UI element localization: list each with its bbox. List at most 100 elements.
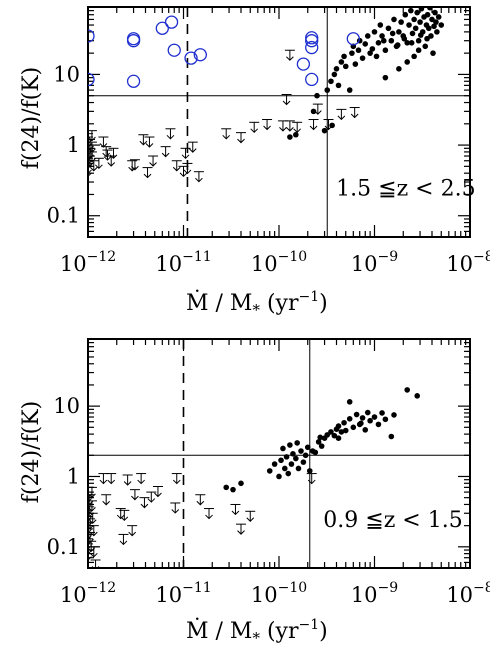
data-point [373,53,380,60]
data-point-open [164,15,179,29]
upper-limit-arrow [180,147,191,160]
data-point [300,459,307,465]
upper-limit-arrow [127,525,138,537]
upper-limit-arrow [88,130,97,142]
x-tick-label: 10−8 [446,580,490,607]
x-title-close: ) [319,619,328,644]
data-point [342,63,349,70]
data-point-open [305,31,319,45]
data-point [364,33,371,39]
y-axis-title-bottom: f(24)/f(K) [19,401,44,503]
upper-limit-arrow [88,522,93,534]
data-point [388,37,395,44]
arrow-head [131,165,139,171]
y-tick-label: 0.1 [47,535,80,559]
data-point [318,443,325,449]
data-point [385,25,392,32]
data-point [312,449,319,456]
data-point [271,461,278,467]
data-point [349,50,355,56]
data-point [281,465,288,472]
arrow-head [88,524,94,530]
data-point [306,468,313,474]
x-title-main: Ṁ / M [186,289,252,316]
upper-limit-arrow [204,508,215,520]
arrow-head [237,530,245,535]
upper-limit-arrow [119,509,130,522]
top-panel: 10−12 10−11 10−10 10−9 10−8 10 1 0.1 1.5 ≦z < 2.… [47,6,490,276]
data-point [346,399,353,405]
upper-limit-arrow [187,141,198,153]
y-tick-label: 10 [53,394,80,418]
data-point [350,424,357,431]
upper-limit-arrow [88,491,93,503]
data-point [391,412,397,418]
arrow-head [88,503,92,509]
x-tick-label: 10−11 [155,249,211,276]
upper-limit-arrow [221,128,232,140]
data-point-open [167,43,181,57]
arrow-head [222,134,231,140]
redshift-annotation: 0.9 ≦z < 1.5 [323,508,462,533]
upper-limit-arrow [171,160,182,172]
data-point [424,35,430,42]
arrow-head [140,503,149,509]
data-point [290,451,296,457]
data-point [331,432,338,439]
upper-limit-arrow [312,103,323,115]
data-point-open [305,34,319,48]
upper-limit-arrow [88,165,93,178]
arrow-head [313,110,322,115]
data-point [298,448,304,454]
data-point [293,131,299,138]
data-point [379,33,385,39]
x-tick-label: 10−8 [446,249,490,276]
arrow-head [195,177,203,183]
y-axis-title-top: f(24)/f(K) [19,67,44,169]
data-point [362,41,369,47]
upper-limit-arrow [88,160,99,172]
arrow-head [88,493,96,499]
data-point [276,473,282,480]
upper-limit-arrow [308,119,319,131]
arrow-head [181,154,190,160]
arrow-head [183,169,192,175]
arrow-head [88,507,96,512]
x-title-sub: * [252,629,260,646]
data-point [411,16,417,23]
data-point [382,74,389,81]
arrow-head [161,152,170,158]
upper-limit-arrow [122,474,133,486]
data-point [266,468,273,474]
data-point [415,47,422,54]
data-point [433,19,439,25]
data-point [238,480,244,487]
arrow-head [337,115,346,121]
data-point [364,409,371,416]
arrow-head [88,510,92,516]
arrow-head [89,166,98,172]
data-point [422,43,429,50]
data-point [285,470,292,477]
upper-limit-arrow [98,473,109,485]
data-point [391,16,397,23]
arrow-head [88,556,92,561]
arrow-head [88,528,92,534]
upper-limit-arrow [88,497,93,509]
svg-text:Ṁ / M* (yr−1): Ṁ / M* (yr−1) [186,617,328,646]
arrow-head [149,162,157,167]
data-point [380,37,387,44]
data-point [346,416,353,422]
data-point [338,429,345,435]
upper-limit-arrow [106,473,117,485]
arrow-head [116,514,125,520]
data-point-open [346,32,360,46]
data-point [294,440,300,446]
upper-limit-arrow [118,533,129,546]
arrow-head [88,498,92,503]
plot-frame [87,338,471,569]
x-axis-title-bottom: Ṁ / M* (yr−1) [186,617,328,646]
upper-limit-arrow [139,497,150,509]
data-point [367,417,373,424]
